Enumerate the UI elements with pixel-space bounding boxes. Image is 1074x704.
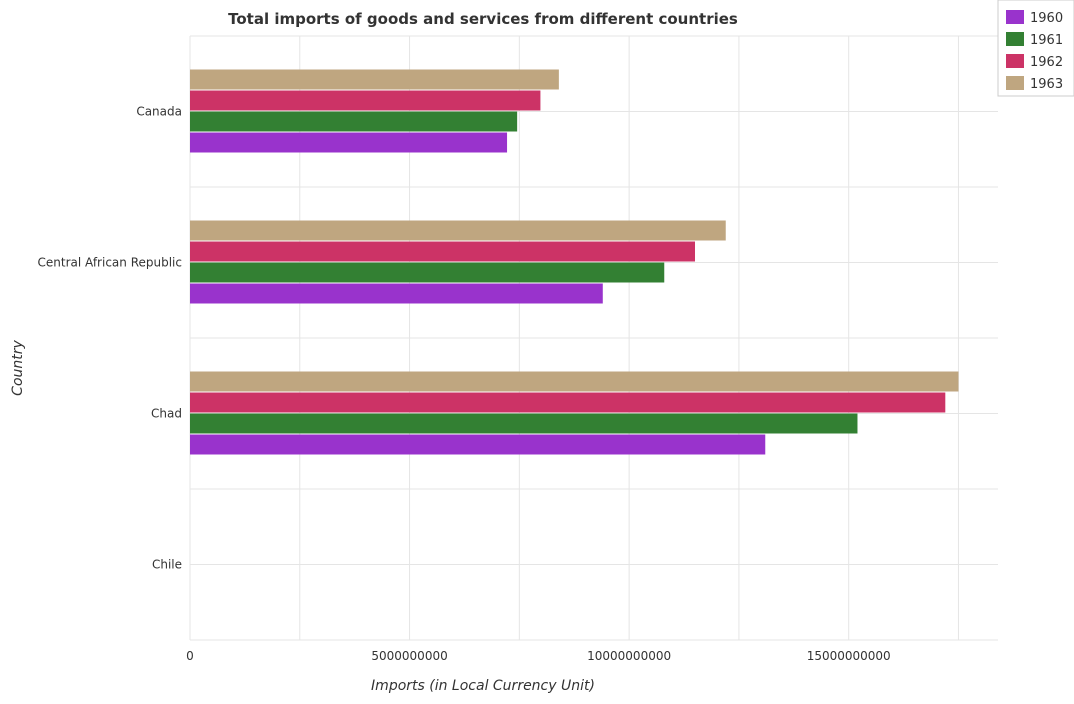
legend-label: 1960	[1030, 11, 1063, 26]
legend-swatch	[1006, 76, 1024, 90]
chart-title: Total imports of goods and services from…	[228, 10, 738, 28]
y-tick-label: Canada	[136, 105, 182, 119]
x-tick-label: 5000000000	[371, 649, 447, 663]
legend-label: 1962	[1030, 55, 1063, 70]
y-tick-labels: Canada Central African Republic Chad Chile	[38, 105, 182, 572]
legend-swatch	[1006, 32, 1024, 46]
bar-1960-canada	[190, 132, 508, 153]
x-tick-label: 0	[186, 649, 194, 663]
bar-1963-chad	[190, 371, 959, 392]
legend-label: 1961	[1030, 33, 1063, 48]
x-tick-label: 15000000000	[807, 649, 891, 663]
y-axis-label: Country	[10, 339, 26, 395]
bar-1960-central-african-republic	[190, 283, 603, 304]
legend: 1960 1961 1962 1963	[997, 0, 1074, 97]
y-tick-label: Chile	[152, 558, 182, 572]
bar-1962-chad	[190, 392, 946, 413]
x-tick-label: 10000000000	[587, 649, 671, 663]
bar-1963-canada	[190, 69, 559, 90]
y-tick-label: Chad	[151, 407, 182, 421]
legend-swatch	[1006, 54, 1024, 68]
x-tick-labels: 0 5000000000 10000000000 15000000000	[186, 649, 891, 663]
legend-swatch	[1006, 10, 1024, 24]
bar-1961-chad	[190, 413, 858, 434]
bar-1962-central-african-republic	[190, 241, 695, 262]
bars	[190, 69, 959, 455]
bar-1962-canada	[190, 90, 541, 111]
bar-1963-central-african-republic	[190, 220, 726, 241]
bar-1961-canada	[190, 111, 518, 132]
y-tick-label: Central African Republic	[38, 256, 182, 270]
x-axis-label: Imports (in Local Currency Unit)	[371, 678, 595, 694]
legend-label: 1963	[1030, 77, 1063, 92]
bar-1961-central-african-republic	[190, 262, 665, 283]
bar-1960-chad	[190, 434, 766, 455]
